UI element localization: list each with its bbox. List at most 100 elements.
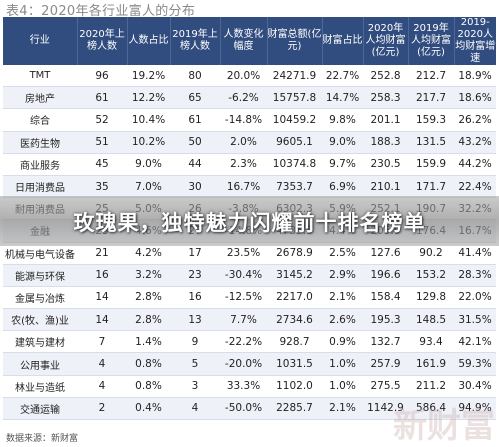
- table-cell: 18.6%: [454, 86, 496, 110]
- table-cell: 188.3: [363, 131, 408, 154]
- table-row: 交通运输 2 0.4% 4 -50.0% 2285.7 2.1% 1142.9 586.4 94.…: [3, 397, 496, 421]
- table-cell: 2734.6: [267, 308, 322, 332]
- table-cell: 2.6%: [322, 308, 363, 332]
- table-cell: 33.3%: [220, 375, 267, 398]
- table-cell: 7353.7: [267, 175, 322, 199]
- table-cell: 30.4%: [454, 375, 496, 398]
- table-cell: 2.1%: [322, 397, 363, 421]
- table-cell: 2.8%: [127, 308, 170, 332]
- table-cell: 14: [77, 308, 127, 332]
- table-cell: 3: [170, 375, 220, 398]
- table-cell: 0.9%: [322, 330, 363, 354]
- table-cell: 4: [77, 352, 127, 376]
- table-cell: 2285.7: [267, 397, 322, 421]
- table-cell: -14.8%: [220, 108, 267, 132]
- table-cell: 230.5: [363, 153, 408, 176]
- table-row: 建筑与建材 7 1.4% 9 -22.2% 928.7 0.9% 132.7 93.4 42.1%: [3, 330, 496, 354]
- industry-cell: 商业服务: [3, 153, 77, 176]
- table-cell: 51: [77, 131, 127, 154]
- table-row: 公用事业 4 0.8% 5 -20.0% 1031.5 1.0% 257.9 161.9 59.3…: [3, 352, 496, 376]
- table-cell: 16.7%: [220, 175, 267, 199]
- watermark-logo: 新财富: [393, 406, 495, 446]
- table-cell: 171.7: [408, 175, 454, 199]
- industry-cell: 交通运输: [3, 397, 77, 421]
- industry-cell: 建筑与建材: [3, 330, 77, 354]
- table-row: 日用消费品 35 7.0% 30 16.7% 7353.7 6.9% 210.1 171.7 22…: [3, 175, 496, 199]
- table-cell: 16: [77, 264, 127, 287]
- industry-cell: 林业与造纸: [3, 375, 77, 398]
- industry-cell: 综合: [3, 108, 77, 132]
- table-cell: 93.4: [408, 330, 454, 354]
- table-cell: 928.7: [267, 330, 322, 354]
- table-cell: 16: [170, 286, 220, 310]
- table-cell: 9.0%: [127, 153, 170, 176]
- table-cell: -20.0%: [220, 352, 267, 376]
- column-header: 2020年上榜人数: [77, 17, 128, 65]
- table-cell: 148.5: [408, 308, 454, 332]
- table-cell: 94.9%: [454, 397, 496, 421]
- table-cell: 9.7%: [322, 153, 363, 176]
- table-cell: 195.3: [363, 308, 408, 332]
- table-cell: 20.0%: [220, 65, 267, 88]
- table-cell: 2.5%: [322, 242, 363, 265]
- table-cell: 3145.2: [267, 264, 322, 287]
- table-cell: 22.7%: [322, 65, 363, 88]
- table-cell: 2678.9: [267, 242, 322, 265]
- table-cell: 44: [170, 153, 220, 176]
- table-cell: 2: [77, 397, 127, 421]
- table-cell: 4.2%: [127, 242, 170, 265]
- table-cell: 217.7: [408, 86, 454, 110]
- table-cell: 1.0%: [322, 375, 363, 398]
- industry-cell: TMT: [3, 65, 77, 88]
- table-cell: 2.9%: [322, 264, 363, 287]
- table-cell: -6.2%: [220, 86, 267, 110]
- table-cell: 12.2%: [127, 86, 170, 110]
- table-cell: 80: [170, 65, 220, 88]
- table-row: 综合 52 10.4% 61 -14.8% 10459.2 9.8% 201.1 159.3 26…: [3, 108, 496, 132]
- table-cell: 258.3: [363, 86, 408, 110]
- table-cell: 2.8%: [127, 286, 170, 310]
- industry-cell: 医药生物: [3, 131, 77, 154]
- table-cell: 211.2: [408, 375, 454, 398]
- table-cell: 1.0%: [322, 352, 363, 376]
- table-cell: 0.8%: [127, 375, 170, 398]
- table-cell: 1142.9: [363, 397, 408, 421]
- table-cell: 10459.2: [267, 108, 322, 132]
- table-cell: 5: [170, 352, 220, 376]
- table-cell: 42.1%: [454, 330, 496, 354]
- column-header: 2019年上榜人数: [170, 17, 221, 65]
- industry-cell: 能源与环保: [3, 264, 77, 287]
- column-header: 2019-2020人均财富增速: [454, 17, 496, 65]
- table-cell: 212.7: [408, 65, 454, 88]
- table-cell: 159.3: [408, 108, 454, 132]
- table-cell: 22.4%: [454, 175, 496, 199]
- source-note: 数据来源：新财富: [6, 434, 79, 444]
- table-cell: 30: [170, 175, 220, 199]
- table-cell: 9605.1: [267, 131, 322, 154]
- table-cell: 4: [77, 375, 127, 398]
- table-cell: 65: [170, 86, 220, 110]
- table-cell: 1031.5: [267, 352, 322, 376]
- table-cell: 9.0%: [322, 131, 363, 154]
- column-header: 行业: [3, 17, 78, 65]
- table-cell: 61: [170, 108, 220, 132]
- table-cell: 2.1%: [322, 286, 363, 310]
- industry-cell: 机械与电气设备: [3, 242, 77, 265]
- industry-cell: 日用消费品: [3, 175, 77, 199]
- industry-cell: 农(牧、渔)业: [3, 308, 77, 332]
- table-cell: 10374.8: [267, 153, 322, 176]
- headline-text: 玫瑰果，独特魅力闪耀前十排名榜单: [73, 211, 426, 235]
- table-cell: 6.9%: [322, 175, 363, 199]
- table-cell: 35: [77, 175, 127, 199]
- table-row: 房地产 61 12.2% 65 -6.2% 15757.8 14.7% 258.3 217.7 1…: [3, 86, 496, 110]
- table-cell: 22.0%: [454, 286, 496, 310]
- table-cell: 9.8%: [322, 108, 363, 132]
- table-cell: 10.2%: [127, 131, 170, 154]
- table-cell: 131.5: [408, 131, 454, 154]
- column-header: 人数变化幅度: [220, 17, 268, 65]
- table-cell: 127.6: [363, 242, 408, 265]
- table-cell: 24271.9: [267, 65, 322, 88]
- table-cell: -50.0%: [220, 397, 267, 421]
- table-cell: 153.2: [408, 264, 454, 287]
- table-cell: 132.7: [363, 330, 408, 354]
